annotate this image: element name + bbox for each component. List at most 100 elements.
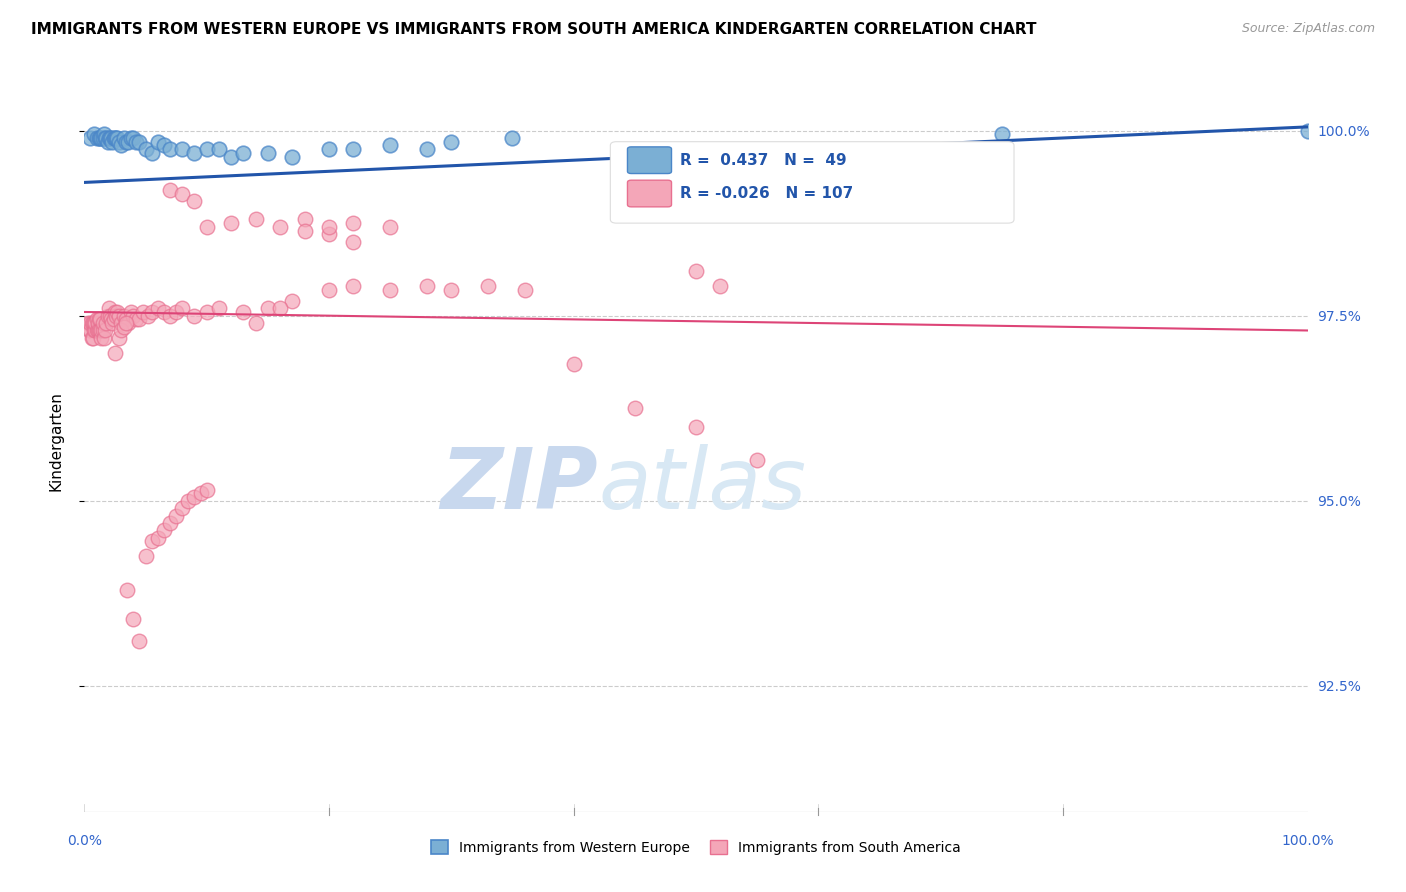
Point	[502, 131, 524, 145]
Point	[294, 212, 316, 227]
Point	[172, 501, 194, 516]
Point	[416, 279, 439, 293]
Point	[294, 223, 316, 237]
Point	[195, 305, 218, 319]
Point	[98, 309, 121, 323]
Point	[84, 324, 107, 338]
Point	[98, 131, 121, 145]
Point	[342, 279, 364, 293]
Point	[208, 142, 231, 156]
Point	[183, 145, 205, 160]
Text: R = -0.026   N = 107: R = -0.026 N = 107	[681, 186, 853, 201]
Point	[115, 316, 138, 330]
Point	[685, 264, 707, 278]
Point	[219, 216, 242, 230]
Point	[153, 524, 176, 538]
Point	[120, 305, 142, 319]
Point	[477, 279, 499, 293]
Point	[122, 612, 145, 626]
Point	[83, 128, 105, 142]
Point	[281, 149, 304, 163]
Point	[125, 135, 148, 149]
Point	[709, 279, 731, 293]
Point	[86, 312, 108, 326]
Point	[87, 316, 110, 330]
Point	[172, 301, 194, 316]
Point	[135, 549, 157, 564]
Point	[87, 312, 110, 326]
Point	[112, 131, 135, 145]
Point	[87, 324, 110, 338]
Y-axis label: Kindergarten: Kindergarten	[49, 392, 63, 491]
Point	[87, 324, 110, 338]
Point	[87, 131, 110, 145]
Point	[513, 283, 536, 297]
Point	[132, 305, 155, 319]
Point	[91, 131, 114, 145]
Point	[159, 142, 181, 156]
FancyBboxPatch shape	[627, 147, 672, 174]
Point	[208, 301, 231, 316]
Point	[219, 149, 242, 163]
Legend: Immigrants from Western Europe, Immigrants from South America: Immigrants from Western Europe, Immigran…	[426, 834, 966, 860]
Point	[97, 135, 120, 149]
Point	[107, 309, 129, 323]
Point	[107, 331, 129, 345]
Text: Source: ZipAtlas.com: Source: ZipAtlas.com	[1241, 22, 1375, 36]
Point	[136, 309, 159, 323]
Point	[96, 131, 118, 145]
Point	[93, 331, 115, 345]
Point	[110, 316, 132, 330]
Point	[128, 634, 150, 648]
Point	[146, 531, 169, 545]
Text: 0.0%: 0.0%	[67, 834, 101, 848]
Point	[440, 283, 463, 297]
Point	[80, 331, 103, 345]
Point	[380, 219, 402, 234]
Point	[183, 490, 205, 504]
Point	[269, 219, 291, 234]
Point	[112, 319, 135, 334]
Point	[115, 312, 138, 326]
Point	[86, 131, 108, 145]
Text: atlas: atlas	[598, 444, 806, 527]
Point	[115, 582, 138, 597]
Point	[165, 508, 187, 523]
Point	[195, 483, 218, 497]
Point	[79, 324, 101, 338]
Point	[257, 301, 280, 316]
Point	[89, 324, 111, 338]
Point	[159, 516, 181, 530]
Point	[269, 301, 291, 316]
Point	[120, 131, 142, 145]
Point	[103, 312, 125, 326]
Point	[90, 324, 112, 338]
Point	[89, 131, 111, 145]
Point	[177, 493, 200, 508]
Point	[105, 309, 128, 323]
Point	[122, 131, 145, 145]
Point	[318, 283, 340, 297]
Point	[380, 283, 402, 297]
Point	[77, 324, 100, 338]
Point	[342, 216, 364, 230]
Point	[104, 131, 127, 145]
Point	[105, 131, 128, 145]
Point	[82, 316, 104, 330]
Point	[342, 142, 364, 156]
FancyBboxPatch shape	[627, 180, 672, 207]
Point	[110, 138, 132, 153]
Point	[135, 142, 157, 156]
Point	[562, 357, 585, 371]
Point	[257, 145, 280, 160]
Point	[146, 135, 169, 149]
Point	[624, 401, 647, 416]
Point	[93, 128, 115, 142]
Point	[84, 316, 107, 330]
Point	[159, 183, 181, 197]
Text: R =  0.437   N =  49: R = 0.437 N = 49	[681, 153, 846, 168]
Point	[97, 131, 120, 145]
Point	[122, 309, 145, 323]
Text: IMMIGRANTS FROM WESTERN EUROPE VS IMMIGRANTS FROM SOUTH AMERICA KINDERGARTEN COR: IMMIGRANTS FROM WESTERN EUROPE VS IMMIGR…	[31, 22, 1036, 37]
Point	[100, 131, 122, 145]
